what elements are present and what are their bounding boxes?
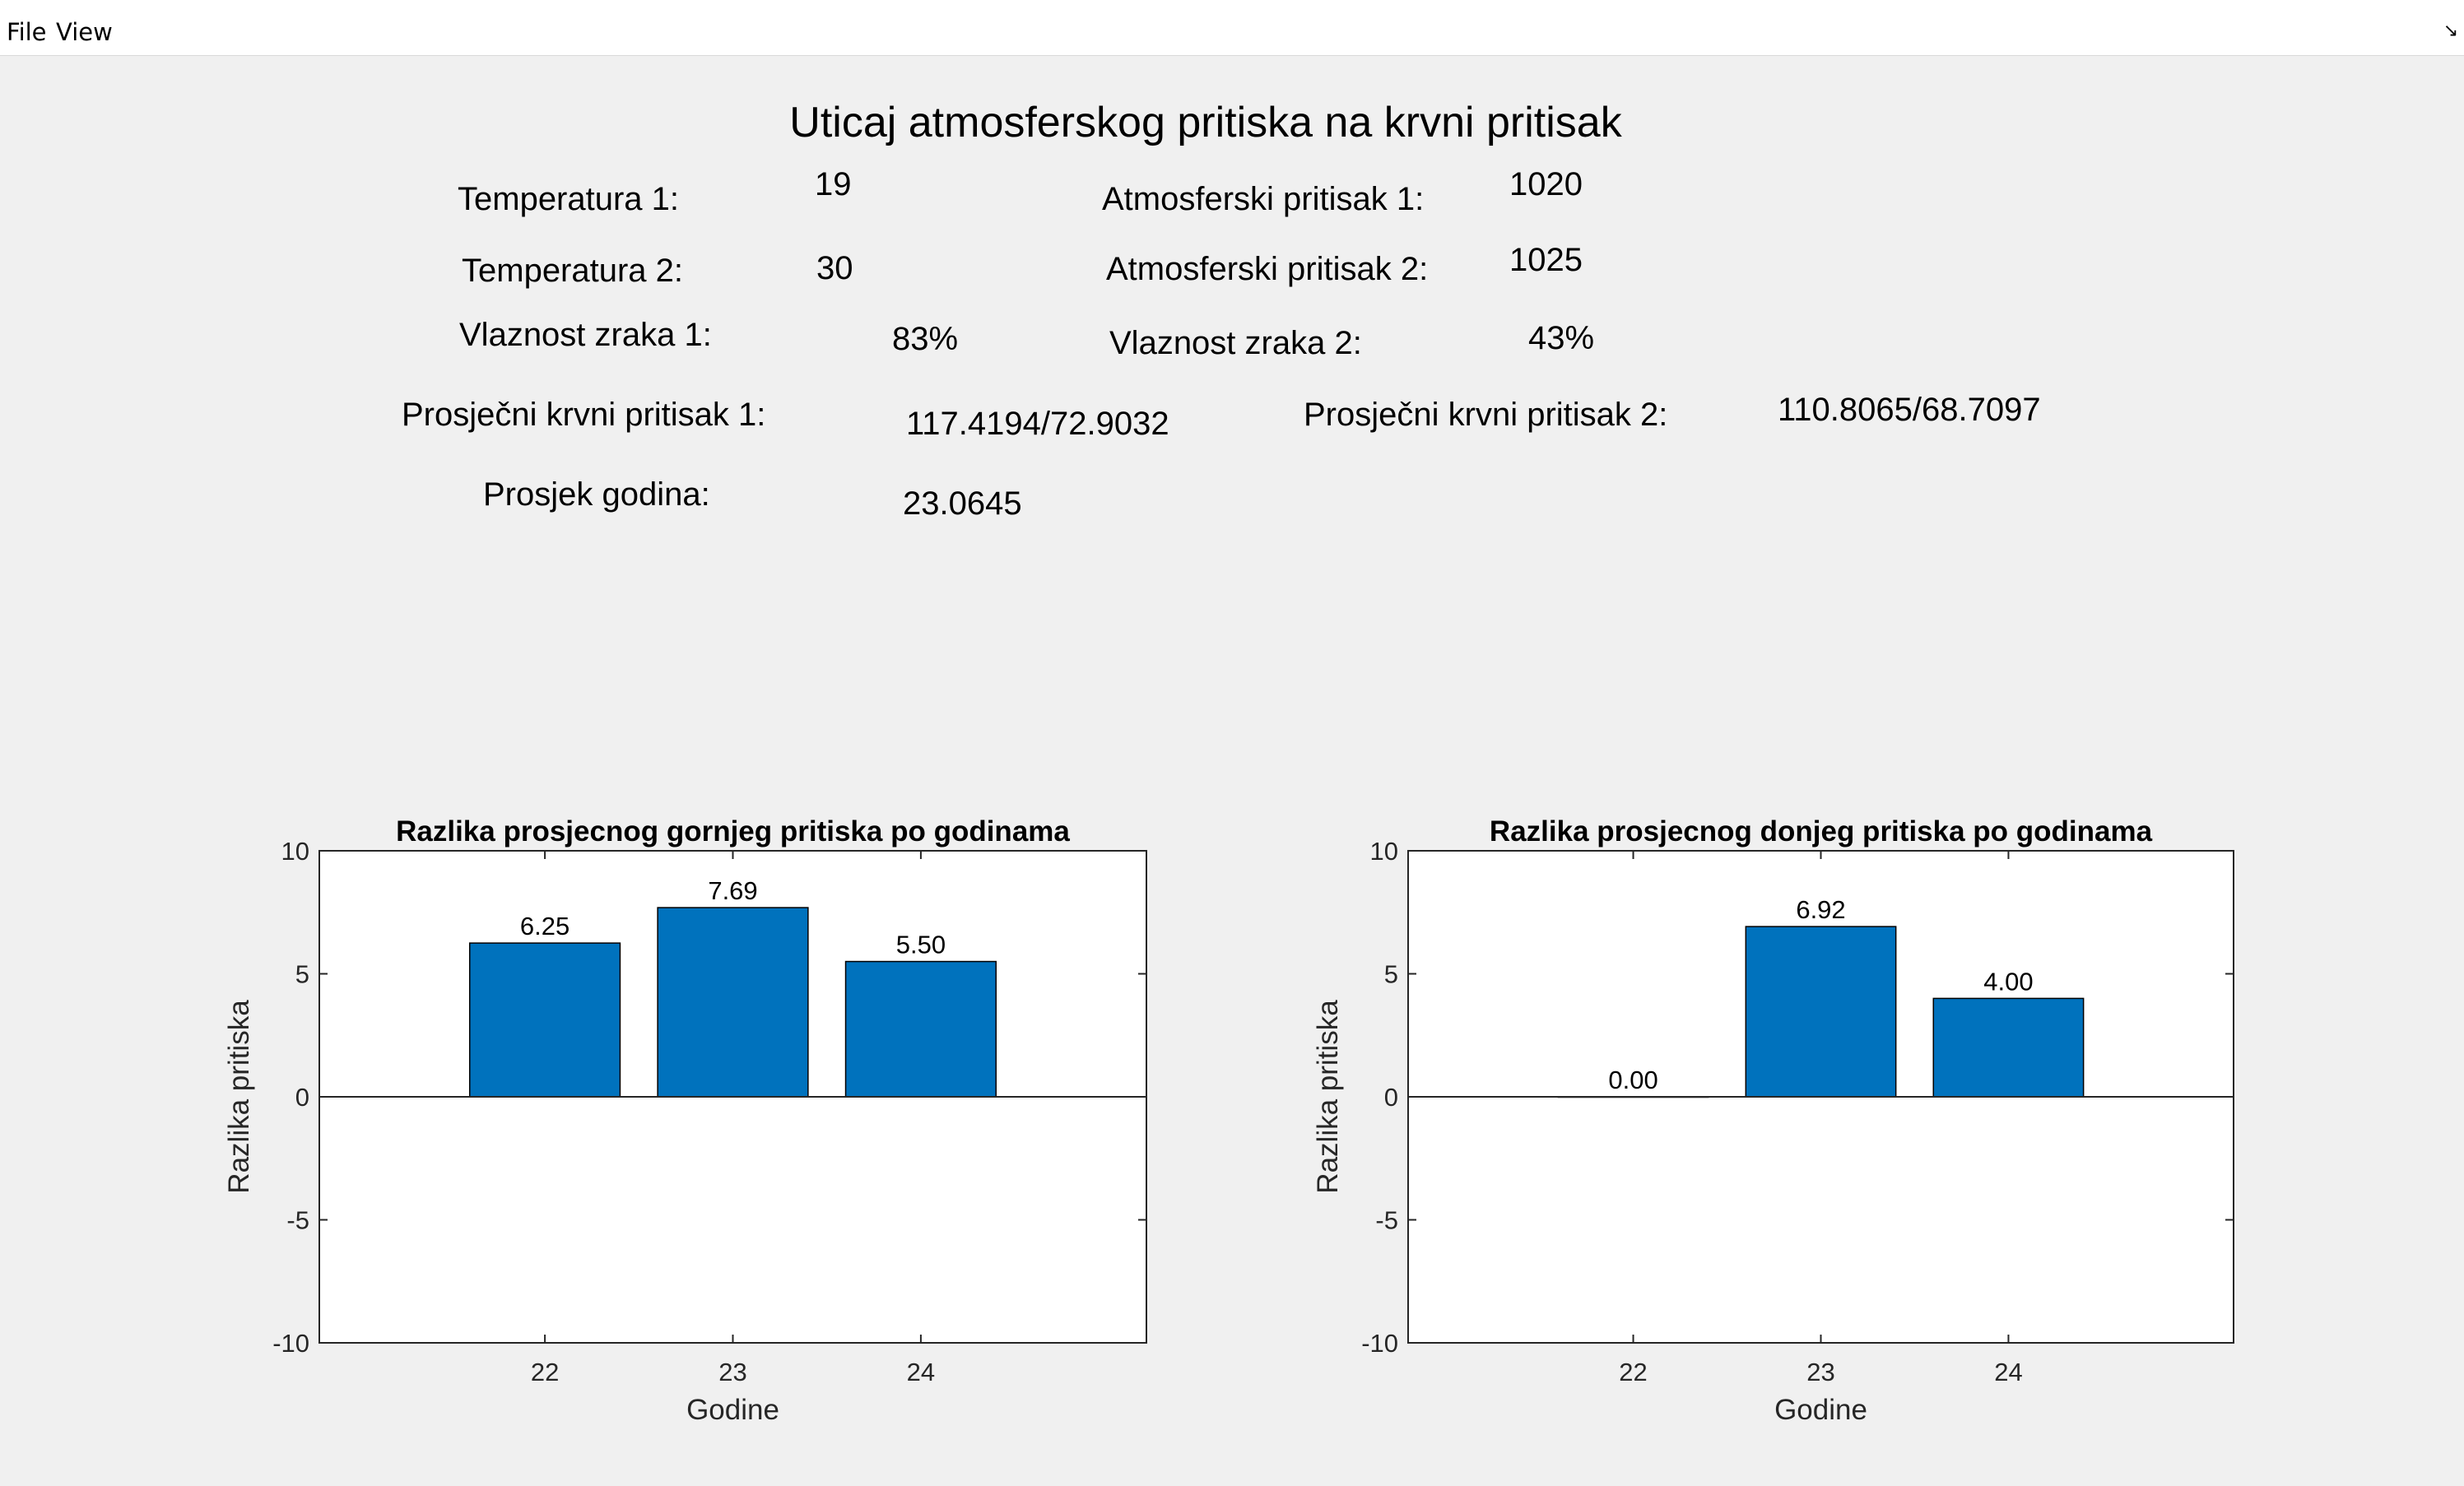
menu-bar: File View ↘ <box>0 0 2464 56</box>
bar-chart-2: 0.00 6.92 4.00 -10 -5 0 5 10 22 23 24 Razlika prosj… <box>1312 815 2234 1426</box>
bar <box>1745 926 1897 1098</box>
y-tick-label: -10 <box>272 1329 309 1358</box>
x-tick-label: 22 <box>531 1358 559 1386</box>
menu-file[interactable]: File <box>7 18 47 46</box>
data-label: 6.92 <box>1796 895 1845 924</box>
x-tick-label: 23 <box>718 1358 746 1386</box>
pressure-2-value: 1025 <box>1509 242 1583 278</box>
y-tick-label: 10 <box>281 837 309 866</box>
temperature-1-value: 19 <box>815 166 852 202</box>
data-label: 6.25 <box>520 912 570 940</box>
pressure-1-value: 1020 <box>1509 166 1583 202</box>
average-age-label: Prosjek godina: <box>483 476 710 513</box>
y-axis-label: Razlika pritiska <box>223 1000 255 1194</box>
y-tick-label: -5 <box>286 1206 309 1235</box>
x-axis-label: Godine <box>1774 1394 1867 1426</box>
bar <box>468 942 621 1098</box>
x-tick-label: 22 <box>1619 1358 1647 1386</box>
y-tick-label: 0 <box>1384 1083 1398 1112</box>
average-age-value: 23.0645 <box>903 485 1022 522</box>
page-title: Uticaj atmosferskog pritiska na krvni pr… <box>789 99 1622 146</box>
humidity-2-value: 43% <box>1528 320 1595 356</box>
pressure-2-label: Atmosferski pritisak 2: <box>1106 251 1429 287</box>
blood-pressure-1-label: Prosječni krvni pritisak 1: <box>402 397 766 433</box>
humidity-2-label: Vlaznost zraka 2: <box>1109 325 1362 361</box>
y-tick-label: -5 <box>1375 1206 1398 1235</box>
data-label: 4.00 <box>1983 967 2033 996</box>
data-label: 7.69 <box>708 876 757 905</box>
temperature-1-label: Temperatura 1: <box>458 181 680 217</box>
dock-figure-icon[interactable]: ↘ <box>2443 21 2459 41</box>
bar-chart-1: 6.25 7.69 5.50 -10 -5 0 5 10 22 23 24 Razlika prosj… <box>223 815 1147 1426</box>
y-tick-label: -10 <box>1361 1329 1398 1358</box>
humidity-1-value: 83% <box>892 321 959 357</box>
y-tick-label: 5 <box>1384 960 1398 989</box>
x-tick-label: 24 <box>1994 1358 2022 1386</box>
temperature-2-label: Temperatura 2: <box>462 253 684 289</box>
bar <box>844 960 997 1098</box>
chart-title: Razlika prosjecnog donjeg pritiska po go… <box>1490 815 2153 847</box>
blood-pressure-1-value: 117.4194/72.9032 <box>906 406 1169 442</box>
data-label: 0.00 <box>1608 1066 1657 1094</box>
temperature-2-value: 30 <box>816 250 853 286</box>
x-tick-label: 23 <box>1806 1358 1834 1386</box>
chart-title: Razlika prosjecnog gornjeg pritiska po g… <box>396 815 1070 847</box>
humidity-1-label: Vlaznost zraka 1: <box>459 317 712 353</box>
blood-pressure-2-value: 110.8065/68.7097 <box>1778 392 2041 428</box>
data-label: 5.50 <box>896 931 946 959</box>
x-axis-label: Godine <box>686 1394 779 1426</box>
y-tick-label: 10 <box>1370 837 1398 866</box>
bar <box>1932 997 2085 1098</box>
y-tick-label: 0 <box>295 1083 309 1112</box>
y-tick-label: 5 <box>295 960 309 989</box>
menu-view[interactable]: View <box>56 18 113 46</box>
x-tick-label: 24 <box>907 1358 935 1386</box>
blood-pressure-2-label: Prosječni krvni pritisak 2: <box>1304 397 1668 433</box>
bar <box>657 907 809 1098</box>
pressure-1-label: Atmosferski pritisak 1: <box>1102 181 1425 217</box>
y-axis-label: Razlika pritiska <box>1312 1000 1344 1194</box>
